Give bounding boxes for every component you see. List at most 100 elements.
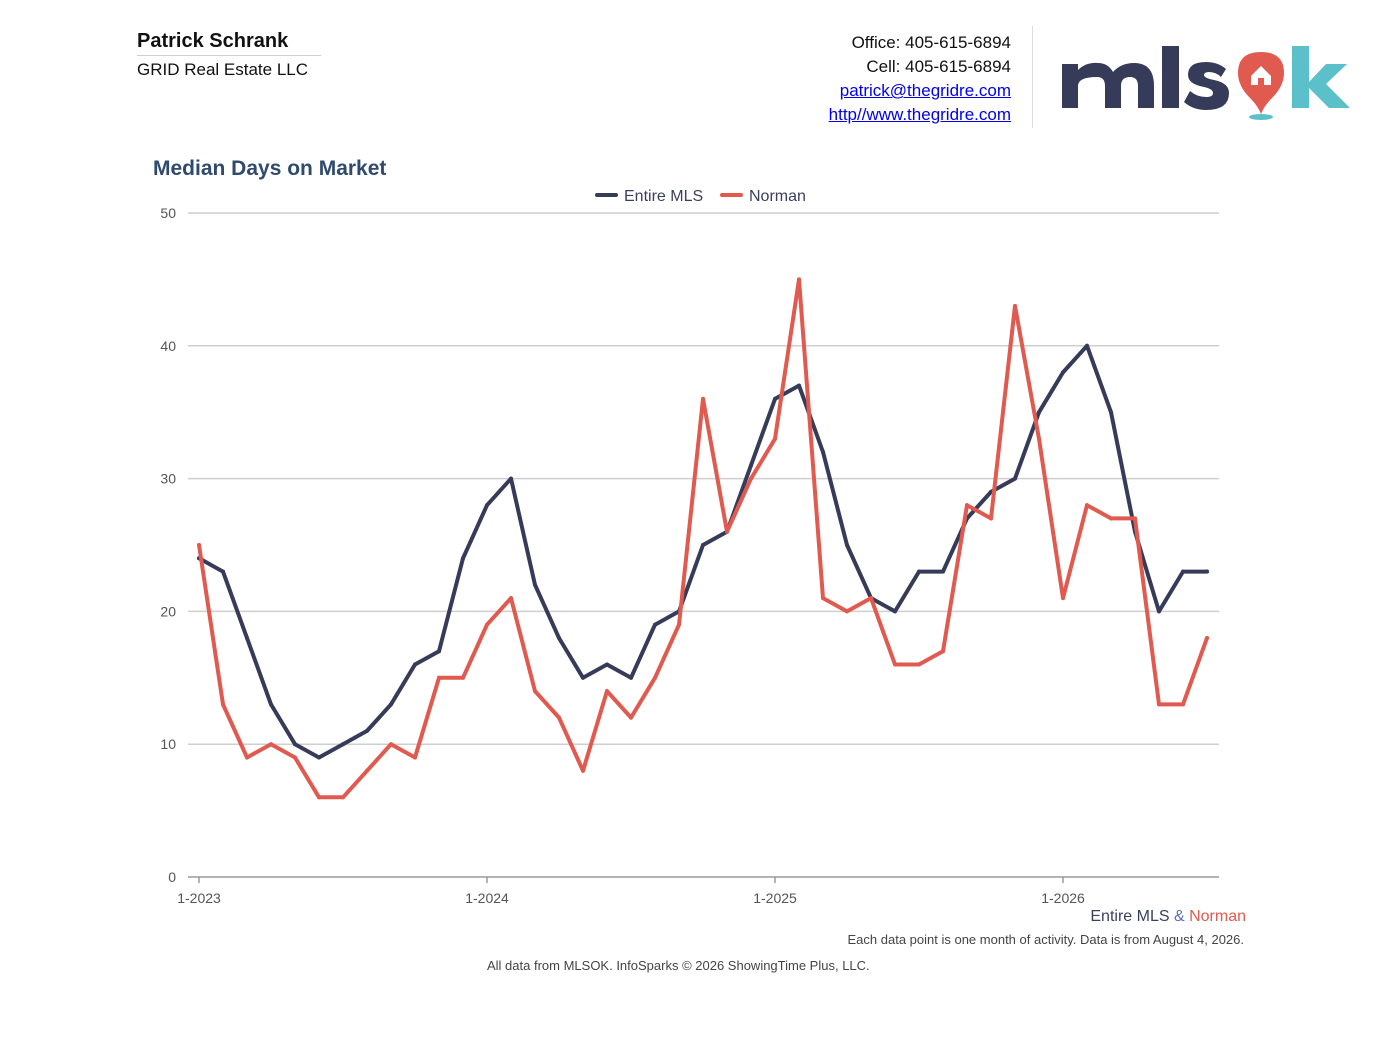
data-point bbox=[701, 543, 705, 547]
x-tick-label: 1-2025 bbox=[753, 890, 797, 906]
data-point bbox=[581, 768, 585, 773]
data-point bbox=[1061, 370, 1065, 375]
footer-series-norman: Norman bbox=[1189, 908, 1246, 925]
legend-label: Norman bbox=[749, 188, 806, 205]
data-point bbox=[677, 622, 681, 627]
data-point bbox=[605, 689, 609, 694]
chart-legend: Entire MLS Norman bbox=[595, 188, 806, 205]
data-point bbox=[1085, 503, 1089, 508]
logo-letter-s bbox=[1184, 62, 1229, 110]
data-point bbox=[845, 609, 849, 614]
data-point bbox=[941, 569, 945, 574]
logo-letter-l bbox=[1162, 46, 1179, 108]
data-point bbox=[1013, 476, 1017, 481]
data-point bbox=[437, 675, 441, 680]
footer-series-entire: Entire MLS bbox=[1090, 908, 1170, 925]
data-point bbox=[245, 755, 249, 760]
data-point bbox=[221, 702, 225, 707]
data-point bbox=[557, 635, 561, 640]
data-point bbox=[269, 742, 273, 747]
header-divider bbox=[1032, 26, 1033, 128]
data-point bbox=[461, 556, 465, 561]
data-point bbox=[893, 662, 897, 667]
data-point bbox=[845, 543, 849, 547]
data-point bbox=[917, 662, 921, 667]
data-point bbox=[821, 450, 825, 455]
footer-series-labels: Entire MLS & Norman bbox=[1090, 908, 1246, 926]
data-point bbox=[797, 277, 801, 282]
logo-letter-k bbox=[1292, 46, 1350, 108]
legend-label: Entire MLS bbox=[624, 188, 703, 205]
mlsok-logo bbox=[1062, 46, 1350, 120]
agent-name: Patrick Schrank bbox=[137, 30, 289, 52]
data-point bbox=[821, 596, 825, 601]
x-tick-label: 1-2026 bbox=[1041, 890, 1085, 906]
data-point bbox=[245, 635, 249, 640]
data-point bbox=[965, 503, 969, 508]
data-point bbox=[629, 675, 633, 680]
data-point bbox=[797, 383, 801, 388]
data-point bbox=[533, 582, 537, 587]
y-tick-label: 50 bbox=[160, 205, 176, 221]
logo-letter-m bbox=[1062, 62, 1154, 108]
data-point bbox=[1109, 516, 1113, 521]
footer-credit: All data from MLSOK. InfoSparks © 2026 S… bbox=[487, 958, 870, 973]
grid-layer bbox=[188, 212, 1219, 745]
data-point bbox=[269, 702, 273, 707]
data-point bbox=[725, 529, 729, 534]
data-point bbox=[1037, 410, 1041, 415]
data-point bbox=[389, 742, 393, 747]
data-point bbox=[413, 755, 417, 760]
data-point bbox=[461, 675, 465, 680]
footer-note: Each data point is one month of activity… bbox=[847, 932, 1244, 947]
chart-title: Median Days on Market bbox=[153, 157, 387, 180]
series-line-norman bbox=[197, 277, 1209, 800]
y-tick-label: 0 bbox=[168, 869, 176, 885]
data-point bbox=[1181, 702, 1185, 707]
series-layer bbox=[197, 277, 1209, 800]
data-point bbox=[749, 463, 753, 468]
data-point bbox=[653, 675, 657, 680]
data-point bbox=[1205, 635, 1209, 640]
data-point bbox=[773, 436, 777, 441]
contact-block: Office: 405-615-6894 Cell: 405-615-6894 … bbox=[829, 31, 1011, 127]
data-point bbox=[941, 649, 945, 654]
y-tick-label: 40 bbox=[160, 338, 176, 354]
logo-house-icon bbox=[1251, 66, 1271, 85]
data-point bbox=[1085, 343, 1089, 348]
data-point bbox=[869, 596, 873, 601]
data-point bbox=[557, 715, 561, 720]
website-link[interactable]: http//www.thegridre.com bbox=[828, 105, 1011, 124]
data-point bbox=[221, 569, 225, 574]
data-point bbox=[1157, 609, 1161, 614]
email-link[interactable]: patrick@thegridre.com bbox=[839, 81, 1011, 100]
x-tick-label: 1-2024 bbox=[465, 890, 509, 906]
office-phone: Office: 405-615-6894 bbox=[851, 33, 1011, 52]
data-point bbox=[629, 715, 633, 720]
data-point bbox=[1157, 702, 1161, 707]
data-point bbox=[341, 742, 345, 747]
data-point bbox=[341, 795, 345, 800]
data-point bbox=[581, 675, 585, 680]
y-tick-label: 30 bbox=[160, 471, 176, 487]
data-point bbox=[365, 768, 369, 773]
data-point bbox=[317, 795, 321, 800]
data-point bbox=[293, 742, 297, 747]
data-point bbox=[1037, 436, 1041, 441]
agent-company: GRID Real Estate LLC bbox=[137, 60, 309, 79]
data-point bbox=[1061, 596, 1065, 601]
agent-name-divider bbox=[137, 55, 321, 56]
data-point bbox=[485, 622, 489, 627]
data-point bbox=[989, 516, 993, 521]
data-point bbox=[1109, 410, 1113, 415]
footer-series-amp: & bbox=[1173, 908, 1185, 925]
data-point bbox=[293, 755, 297, 760]
data-point bbox=[1205, 569, 1209, 574]
data-point bbox=[917, 569, 921, 574]
data-point bbox=[509, 596, 513, 601]
data-point bbox=[653, 622, 657, 627]
data-point bbox=[701, 396, 705, 401]
data-point bbox=[485, 503, 489, 508]
data-point bbox=[317, 755, 321, 760]
